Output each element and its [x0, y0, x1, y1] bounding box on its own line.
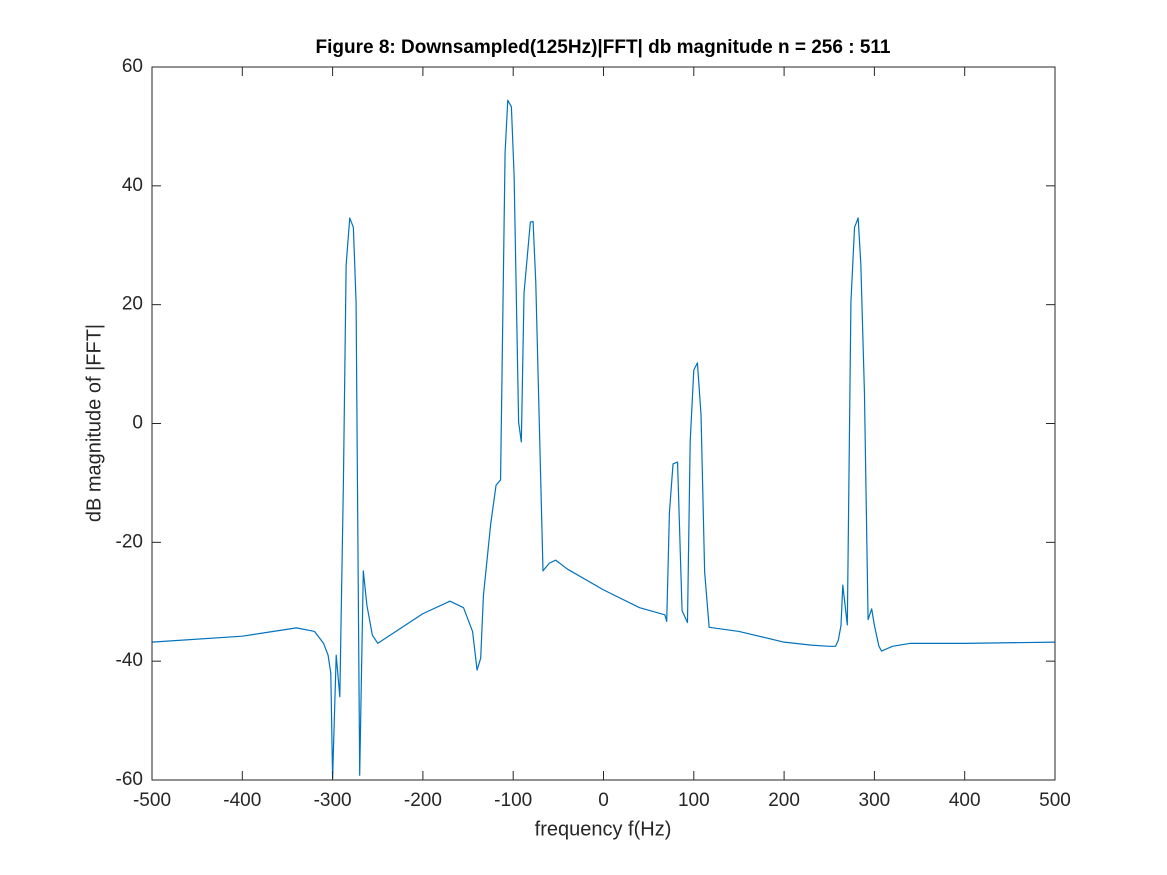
- y-axis-label: dB magnitude of |FFT|: [83, 324, 105, 522]
- axes-box: [151, 66, 1056, 781]
- y-tick-label: 20: [122, 294, 143, 315]
- x-tick-label: -400: [223, 790, 261, 811]
- x-tick-label: 500: [1039, 790, 1071, 811]
- data-line: [151, 99, 1056, 779]
- x-axis-label: frequency f(Hz): [535, 818, 672, 840]
- chart-title: Figure 8: Downsampled(125Hz)|FFT| db mag…: [316, 37, 891, 58]
- y-tick-label: -40: [116, 650, 143, 671]
- y-tick-label: 0: [132, 413, 143, 434]
- x-tick-label: 300: [859, 790, 891, 811]
- y-tick-label: -60: [116, 769, 143, 790]
- y-tick-label: 60: [122, 56, 143, 77]
- x-tick-label: -300: [314, 790, 352, 811]
- x-tick-label: -500: [133, 790, 171, 811]
- y-tick-label: 40: [122, 175, 143, 196]
- x-tick-label: 200: [768, 790, 800, 811]
- x-tick-label: 100: [678, 790, 710, 811]
- x-tick-label: -200: [404, 790, 442, 811]
- x-tick-label: 0: [598, 790, 609, 811]
- x-tick-label: 400: [949, 790, 981, 811]
- y-tick-label: -20: [116, 531, 143, 552]
- x-tick-label: -100: [494, 790, 532, 811]
